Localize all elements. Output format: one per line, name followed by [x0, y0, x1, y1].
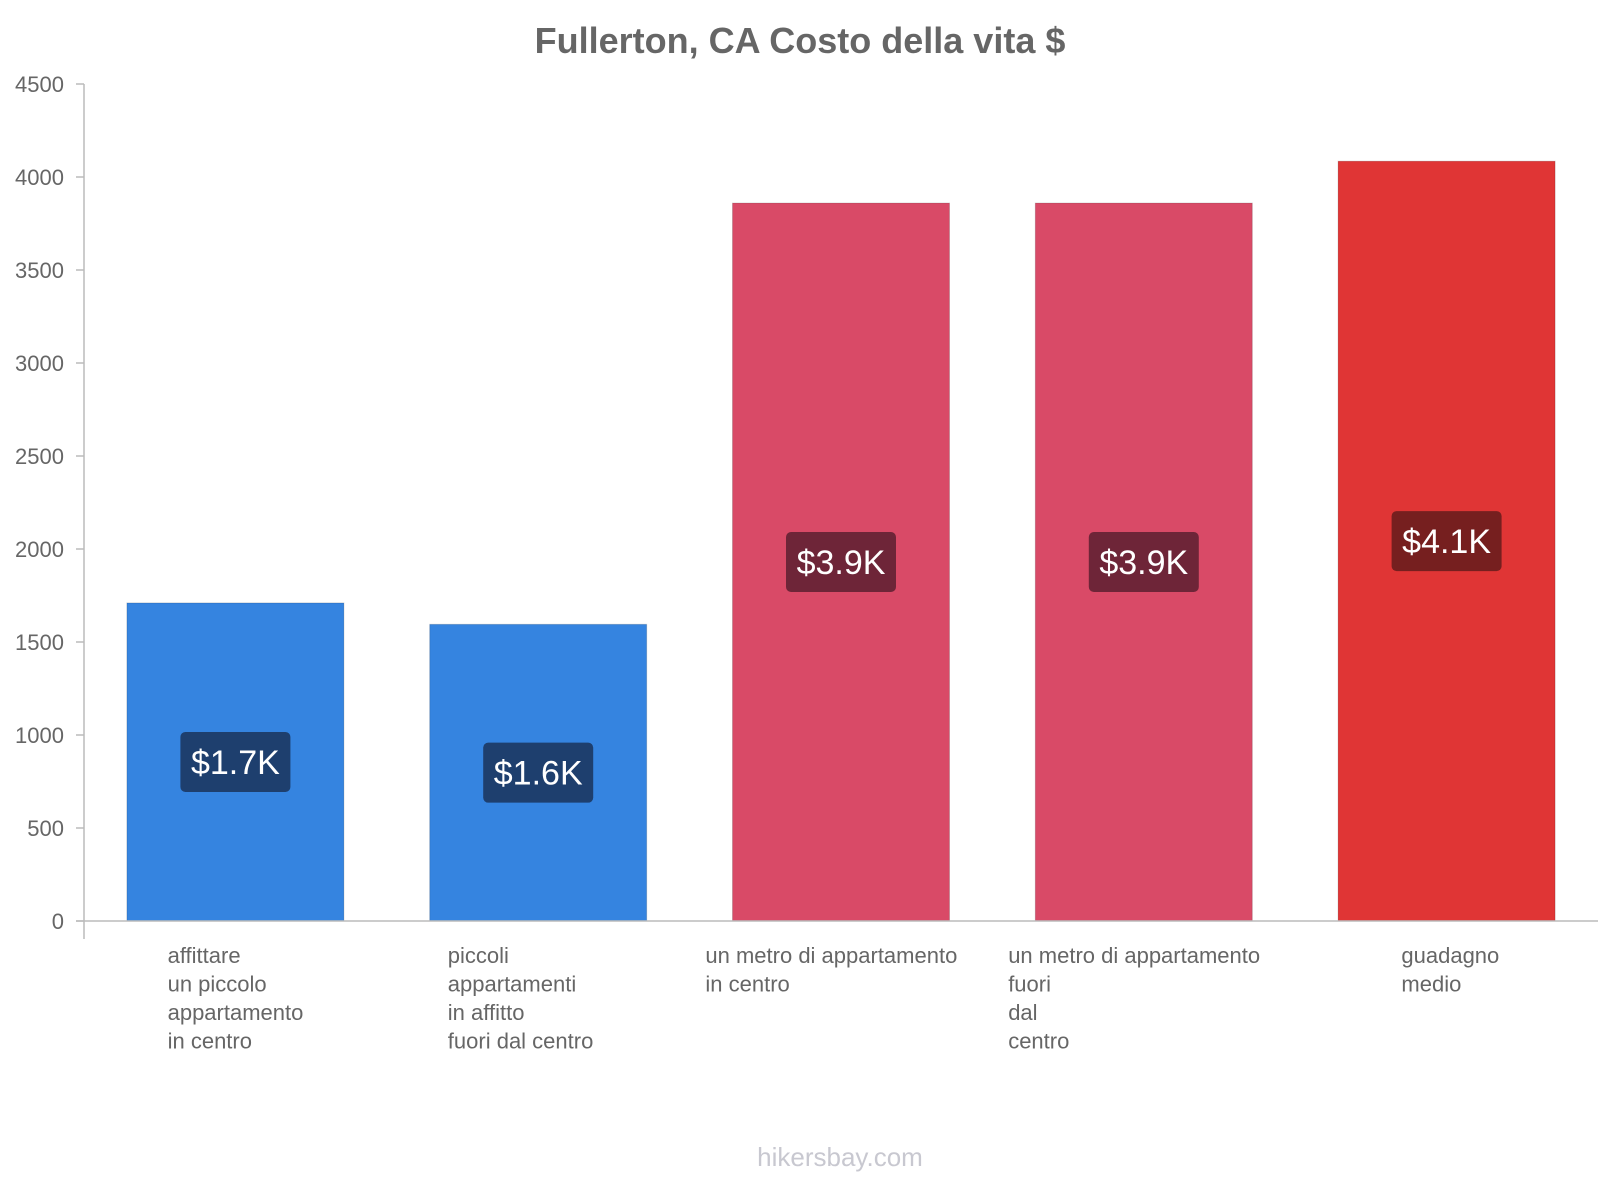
y-tick-label: 3500 [15, 258, 64, 283]
x-category-line: appartamenti [448, 972, 576, 997]
x-category-label: guadagno medio [1401, 943, 1499, 997]
x-category-line: centro [1008, 1029, 1069, 1054]
x-category-label: affittare un piccolo appartamento in centro [168, 943, 304, 1054]
y-tick-label: 2500 [15, 444, 64, 469]
data-label: $3.9K [797, 544, 886, 582]
data-label-box [786, 532, 896, 593]
data-label-box [1088, 532, 1199, 593]
x-category-line: dal [1008, 1000, 1037, 1025]
x-category-line: in centro [705, 972, 789, 997]
x-category-line: affittare [168, 943, 241, 968]
data-label-box [180, 731, 291, 792]
chart-title: Fullerton, CA Costo della vita $ [535, 20, 1066, 61]
y-tick-label: 0 [52, 909, 64, 934]
x-category-line: un metro di appartamento [705, 943, 957, 968]
data-label-box [1391, 511, 1502, 572]
data-label-box [483, 742, 594, 803]
x-category-line: fuori dal centro [448, 1029, 594, 1054]
data-label: $4.1K [1402, 523, 1491, 561]
x-category-line: guadagno [1401, 943, 1499, 968]
x-category-line: un metro di appartamento [1008, 943, 1260, 968]
y-tick-label: 4000 [15, 165, 64, 190]
y-tick-label: 1500 [15, 630, 64, 655]
x-category-label: un metro di appartamento in centro [705, 943, 957, 997]
data-label: $3.9K [1099, 544, 1188, 582]
y-axis: 0 500 1000 1500 2000 2500 3000 3500 4000 4500 [15, 72, 85, 939]
x-category-line: fuori [1008, 972, 1051, 997]
x-category-line: appartamento [168, 1000, 304, 1025]
y-tick-label: 2000 [15, 537, 64, 562]
x-category-line: in affitto [448, 1000, 525, 1025]
x-category-label: un metro di appartamento fuori dal centro [1008, 943, 1260, 1054]
x-category-line: un piccolo [168, 972, 267, 997]
y-tick-label: 1000 [15, 723, 64, 748]
y-tick-label: 4500 [15, 72, 64, 97]
y-tick-label: 500 [27, 816, 64, 841]
x-category-line: in centro [168, 1029, 252, 1054]
x-category-line: piccoli [448, 943, 509, 968]
bars-group: $1.7K $1.6K $3.9K $3.9K $4.1K [126, 160, 1556, 922]
y-tick-label: 3000 [15, 351, 64, 376]
data-label: $1.7K [191, 744, 280, 782]
data-label: $1.6K [494, 755, 583, 793]
x-category-line: medio [1401, 972, 1461, 997]
x-axis: affittare un piccolo appartamento in centro… [76, 920, 1598, 1054]
x-category-label: piccoli appartamenti in affitto fuori dal c… [448, 943, 594, 1054]
watermark: hikersbay.com [757, 1142, 923, 1172]
